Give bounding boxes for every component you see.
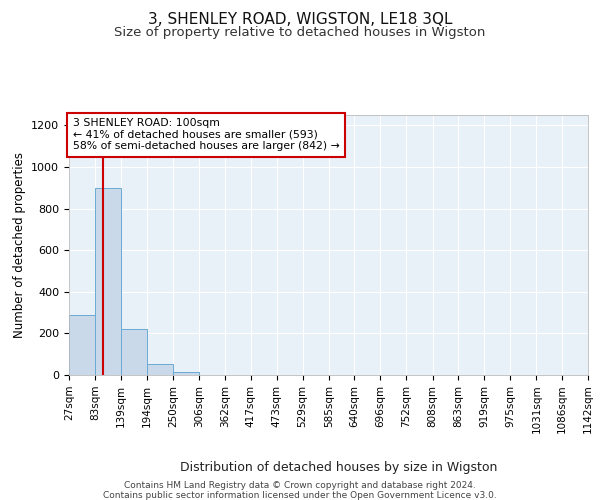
- Bar: [121, 329, 147, 375]
- Text: Contains public sector information licensed under the Open Government Licence v3: Contains public sector information licen…: [103, 490, 497, 500]
- Bar: [69, 314, 95, 375]
- Text: 3 SHENLEY ROAD: 100sqm
← 41% of detached houses are smaller (593)
58% of semi-de: 3 SHENLEY ROAD: 100sqm ← 41% of detached…: [73, 118, 340, 152]
- Y-axis label: Number of detached properties: Number of detached properties: [13, 152, 26, 338]
- Text: Size of property relative to detached houses in Wigston: Size of property relative to detached ho…: [115, 26, 485, 39]
- Text: 3, SHENLEY ROAD, WIGSTON, LE18 3QL: 3, SHENLEY ROAD, WIGSTON, LE18 3QL: [148, 12, 452, 28]
- Bar: [95, 188, 121, 375]
- Bar: [173, 372, 199, 375]
- Text: Distribution of detached houses by size in Wigston: Distribution of detached houses by size …: [181, 461, 497, 474]
- Bar: [147, 364, 173, 375]
- Text: Contains HM Land Registry data © Crown copyright and database right 2024.: Contains HM Land Registry data © Crown c…: [124, 482, 476, 490]
